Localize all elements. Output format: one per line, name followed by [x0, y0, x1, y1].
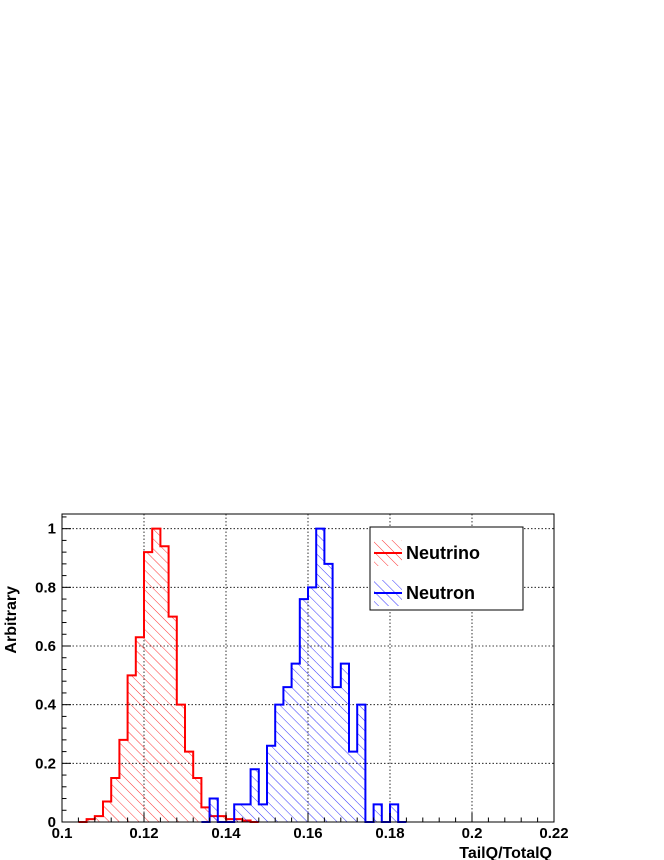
- histogram-bar: [176, 704, 185, 822]
- histogram-bar: [357, 704, 366, 822]
- x-tick-label: 0.12: [129, 825, 158, 842]
- y-tick-label: 0.6: [35, 638, 56, 655]
- histogram-bar: [283, 687, 292, 822]
- x-tick-label: 0.1: [52, 825, 73, 842]
- histogram-bar: [299, 599, 308, 822]
- histogram-bar: [250, 769, 259, 822]
- histogram-bar: [316, 528, 325, 822]
- y-axis-label: Arbitrary: [3, 586, 20, 654]
- legend-label: Neutron: [406, 583, 475, 603]
- histogram-bar: [308, 587, 317, 822]
- x-tick-label: 0.14: [211, 825, 241, 842]
- y-tick-label: 0.8: [35, 579, 56, 596]
- histogram-bar: [267, 745, 276, 822]
- histogram-bar: [242, 804, 251, 822]
- histogram-bar: [127, 675, 136, 822]
- histograms: [78, 527, 407, 823]
- histogram-bar: [217, 816, 226, 822]
- x-axis-label: TailQ/TotalQ: [459, 845, 552, 860]
- histogram-bar: [185, 751, 194, 822]
- y-tick-label: 0: [48, 814, 56, 831]
- histogram-bar: [86, 819, 95, 822]
- histogram-bar: [193, 778, 202, 822]
- histogram-bar: [275, 704, 284, 822]
- histogram-bar: [349, 751, 358, 822]
- x-tick-label: 0.22: [539, 825, 568, 842]
- series-neutrino: [78, 527, 259, 823]
- histogram-bar: [135, 637, 144, 822]
- histogram-bar: [324, 563, 333, 822]
- x-tick-label: 0.2: [462, 825, 483, 842]
- histogram-bar: [373, 804, 382, 822]
- histogram-bar: [209, 798, 218, 822]
- histogram-bar: [226, 819, 235, 822]
- histogram-bar: [258, 804, 267, 822]
- legend-label: Neutrino: [406, 543, 480, 563]
- histogram-bar: [152, 528, 161, 822]
- tick-labels: 0.1 0.12 0.14 0.16 0.18 0.2 0.22 0 0.2 0.4 0.6 0.8 1: [35, 521, 568, 842]
- histogram-bar: [144, 552, 153, 822]
- histogram-bar: [340, 663, 349, 822]
- y-tick-label: 1: [48, 521, 56, 538]
- histogram-bar: [291, 663, 300, 822]
- histogram-bar: [332, 687, 341, 822]
- x-tick-label: 0.16: [293, 825, 322, 842]
- x-tick-label: 0.18: [375, 825, 404, 842]
- histogram-bar: [234, 804, 243, 822]
- histogram-bar: [94, 816, 103, 822]
- histogram-bar: [160, 546, 169, 822]
- histogram-bar: [119, 739, 128, 822]
- y-tick-label: 0.4: [35, 697, 57, 714]
- histogram-bar: [390, 804, 399, 822]
- legend: Neutrino Neutron: [369, 526, 524, 611]
- histogram-bar: [103, 801, 112, 822]
- histogram-bar: [168, 616, 177, 822]
- axis-ticks: [61, 516, 555, 823]
- histogram-bar: [111, 778, 120, 822]
- histogram-bar: [201, 807, 210, 822]
- y-tick-label: 0.2: [35, 755, 56, 772]
